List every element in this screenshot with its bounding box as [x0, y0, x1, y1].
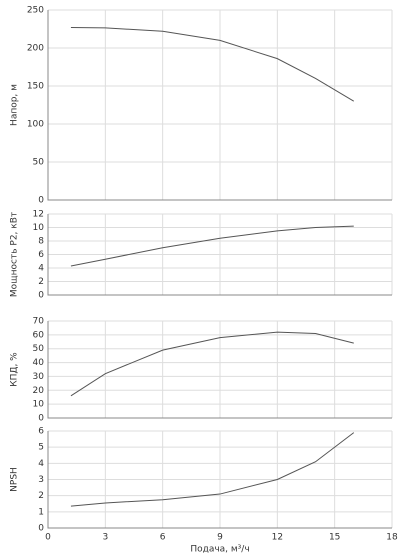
y-tick-label: 2	[38, 277, 44, 287]
x-tick-label: 18	[386, 533, 398, 543]
x-tick-label: 6	[160, 533, 166, 543]
y-tick-label: 0	[38, 196, 44, 206]
y-tick-label: 20	[33, 386, 45, 396]
y-axis-label: Мощность P2, кВт	[10, 212, 20, 297]
y-tick-label: 200	[27, 44, 44, 54]
axis-frame	[47, 214, 392, 296]
y-tick-label: 60	[33, 330, 45, 340]
y-tick-label: 70	[33, 317, 45, 327]
y-tick-label: 6	[38, 427, 44, 437]
y-axis-label: КПД, %	[10, 352, 20, 387]
y-tick-label: 50	[33, 158, 45, 168]
y-tick-label: 4	[38, 264, 44, 274]
y-tick-label: 30	[33, 372, 45, 382]
y-axis-label: Напор, м	[10, 84, 20, 126]
y-tick-label: 2	[38, 491, 44, 501]
data-line	[70, 331, 354, 397]
x-tick-label: 0	[45, 533, 51, 543]
y-tick-label: 0	[38, 524, 44, 534]
axis-frame	[47, 10, 392, 201]
y-tick-label: 10	[33, 223, 45, 233]
y-tick-label: 6	[38, 250, 44, 260]
y-tick-label: 5	[38, 443, 44, 453]
data-line	[70, 26, 355, 102]
y-axis-label: NPSH	[10, 467, 20, 492]
x-axis-label: Подача, м³/ч	[190, 545, 249, 555]
x-tick-label: 12	[272, 533, 283, 543]
y-tick-label: 150	[27, 82, 44, 92]
axis-frame	[47, 321, 392, 419]
data-line	[70, 432, 355, 507]
y-tick-label: 0	[38, 414, 44, 424]
x-tick-label: 9	[217, 533, 223, 543]
y-tick-label: 50	[33, 344, 45, 354]
y-tick-label: 40	[33, 358, 45, 368]
y-tick-label: 10	[33, 400, 45, 410]
data-line	[70, 225, 354, 267]
y-tick-label: 100	[27, 120, 44, 130]
y-tick-label: 4	[38, 459, 44, 469]
axis-frame	[47, 431, 392, 529]
y-tick-label: 8	[38, 237, 44, 247]
y-tick-label: 1	[38, 507, 44, 517]
y-tick-label: 12	[33, 210, 44, 220]
x-tick-label: 3	[102, 533, 108, 543]
x-tick-label: 15	[329, 533, 340, 543]
y-tick-label: 250	[27, 6, 44, 16]
y-tick-label: 0	[38, 291, 44, 301]
y-tick-label: 3	[38, 475, 44, 485]
